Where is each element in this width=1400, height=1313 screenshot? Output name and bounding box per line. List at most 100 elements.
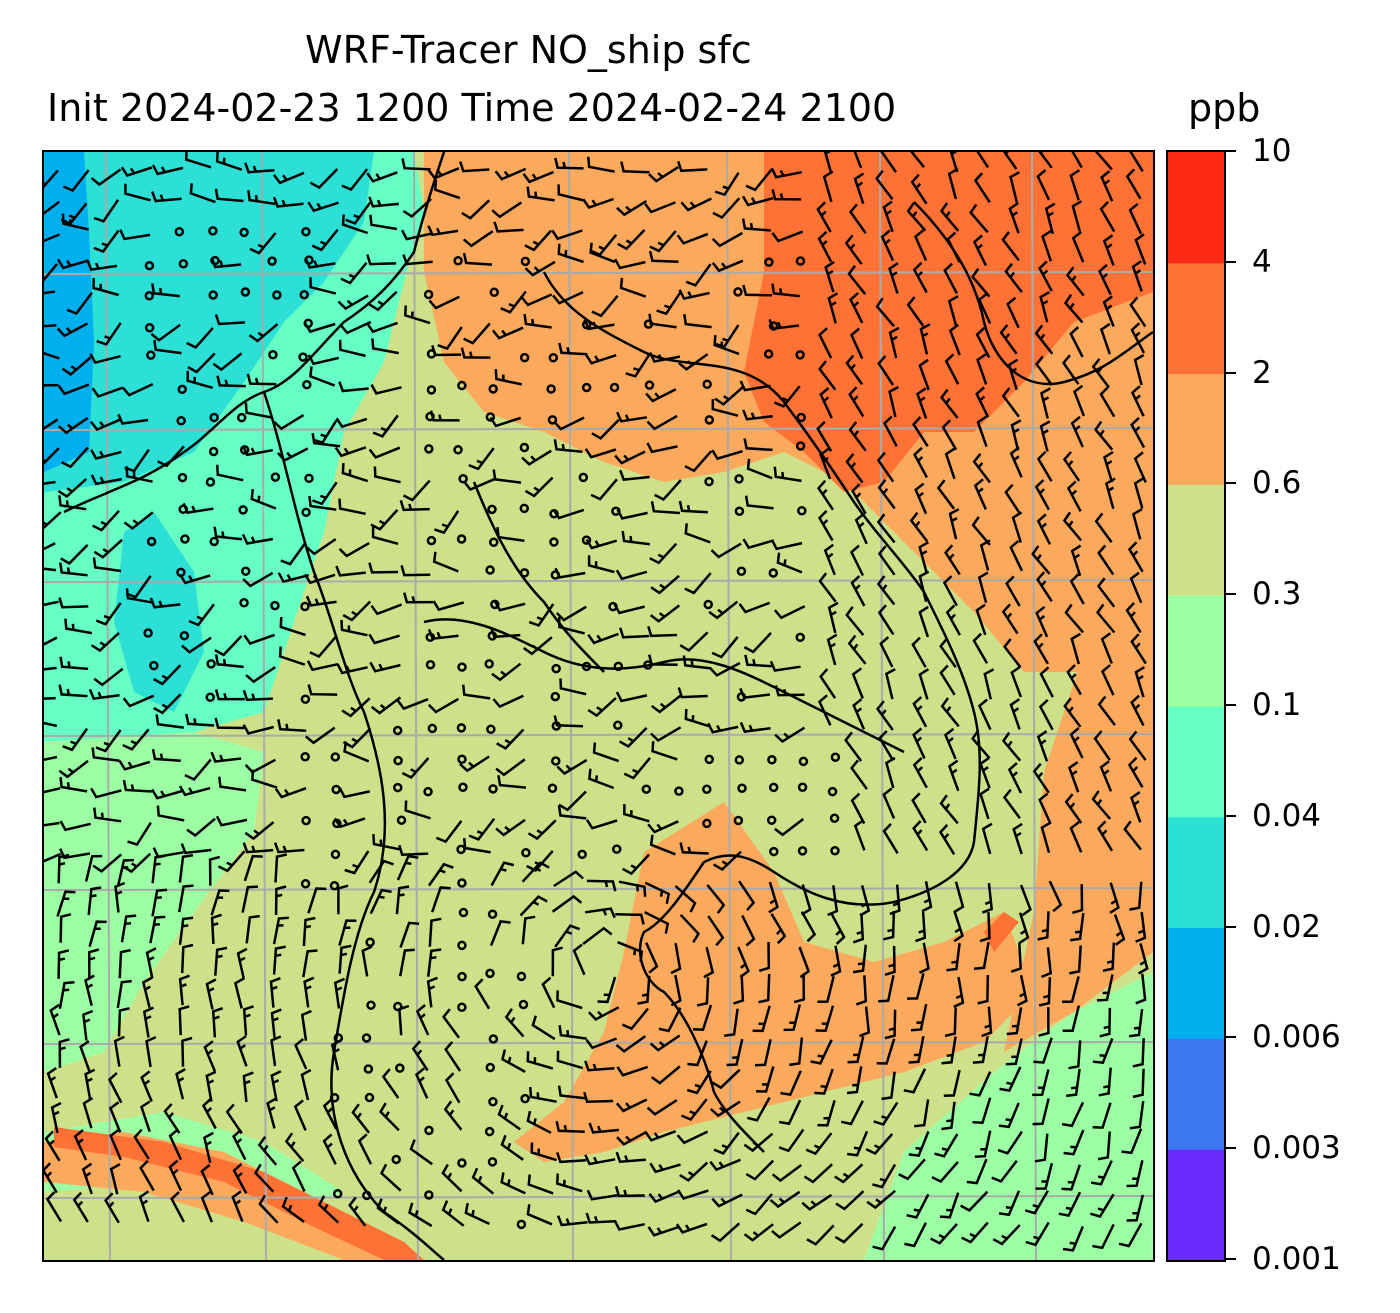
wind-barb — [587, 555, 615, 574]
wind-barb — [123, 511, 154, 530]
wind-barb — [1035, 605, 1049, 638]
calm-wind-marker — [300, 601, 310, 612]
wind-barb — [969, 1071, 992, 1097]
wind-barb — [338, 339, 366, 358]
calm-wind-marker — [581, 382, 592, 393]
wind-barb — [434, 510, 460, 535]
wind-barb — [1134, 665, 1146, 698]
wind-barb — [687, 1040, 708, 1067]
wind-barb — [1063, 294, 1084, 324]
wind-barb — [960, 1190, 989, 1212]
wind-barb — [402, 592, 433, 604]
wind-barb — [370, 603, 403, 616]
wind-barb — [153, 693, 182, 715]
calm-wind-marker — [520, 256, 531, 267]
wind-barb — [56, 322, 88, 338]
wind-barb — [522, 170, 555, 184]
wind-barb — [913, 446, 929, 479]
colorbar-tick — [1224, 593, 1236, 596]
wind-barb — [87, 886, 102, 916]
wind-barb — [210, 889, 230, 916]
wind-barb — [59, 776, 88, 793]
wind-barb — [855, 975, 868, 1006]
wind-barb — [709, 661, 741, 677]
wind-barb — [149, 597, 181, 609]
colorbar-tick — [1224, 1036, 1236, 1039]
wind-barb — [803, 1163, 833, 1184]
wind-barb — [372, 834, 400, 851]
calm-wind-marker — [240, 566, 251, 576]
wind-barb — [44, 324, 57, 328]
wind-barb — [916, 387, 928, 419]
wind-barb — [490, 861, 515, 887]
wind-barb — [948, 508, 960, 540]
wind-barb — [743, 1132, 774, 1153]
wind-barb — [644, 1130, 677, 1142]
wind-barb — [212, 352, 243, 372]
calm-wind-marker — [458, 907, 469, 918]
wind-barb — [617, 229, 646, 251]
colorbar-tick-label: 0.003 — [1252, 1130, 1341, 1167]
wind-barb — [155, 714, 184, 729]
wind-barb — [675, 1222, 708, 1234]
colorbar-tick-label: 0.1 — [1252, 687, 1302, 723]
calm-wind-marker — [519, 442, 530, 453]
wind-barb — [977, 974, 990, 1005]
wind-barb — [648, 250, 679, 264]
calm-wind-marker — [487, 909, 498, 919]
wind-barb — [151, 854, 166, 884]
wind-barb — [801, 884, 812, 916]
colorbar-segment — [1168, 595, 1224, 707]
calm-wind-marker — [702, 379, 712, 389]
wind-barb — [877, 479, 896, 510]
colorbar-tick — [1224, 1147, 1236, 1150]
wind-barb — [979, 539, 991, 571]
calm-wind-marker — [330, 752, 341, 762]
wind-barb — [168, 1128, 183, 1161]
wind-barb — [733, 974, 745, 1005]
wind-barb — [93, 229, 120, 254]
wind-barb — [949, 152, 959, 173]
wind-barb — [73, 1129, 88, 1161]
wind-barb — [117, 413, 149, 425]
wind-barb — [709, 1158, 741, 1172]
wind-barb — [908, 1131, 930, 1157]
wind-barb — [200, 1191, 214, 1223]
wind-barb — [1130, 385, 1145, 417]
calm-wind-marker — [209, 536, 219, 547]
wind-barb — [188, 603, 215, 627]
calm-wind-marker — [144, 260, 155, 271]
wind-barb — [113, 1035, 125, 1067]
colorbar-segment — [1168, 373, 1224, 485]
calm-wind-marker — [609, 382, 620, 393]
wind-barb — [1033, 633, 1049, 665]
wind-barb — [1069, 573, 1085, 605]
wind-barb — [139, 1160, 155, 1192]
wind-barb — [872, 1163, 897, 1189]
colorbar-segment — [1168, 152, 1224, 264]
wind-barb — [973, 941, 990, 970]
wind-barb — [648, 313, 677, 329]
wind-barb — [679, 842, 709, 855]
wind-barb — [1037, 911, 1050, 941]
wind-barb — [216, 375, 246, 388]
colorbar-tick-label: 2 — [1252, 354, 1272, 391]
wind-barb — [528, 603, 555, 627]
wind-barb — [559, 678, 587, 696]
wind-barb — [215, 464, 244, 482]
wind-barb — [307, 201, 339, 213]
wind-barb — [556, 990, 583, 1010]
wind-barb — [912, 757, 928, 789]
wind-barb — [826, 633, 838, 666]
wind-barb — [334, 446, 367, 458]
calm-wind-marker — [769, 846, 779, 857]
wind-barb — [58, 684, 88, 698]
wind-barb — [151, 164, 184, 176]
wind-barb — [257, 1135, 278, 1166]
wind-barb — [527, 819, 557, 841]
wind-barb — [1099, 1007, 1112, 1038]
wind-barb — [242, 1005, 255, 1036]
wind-barb — [245, 914, 260, 944]
calm-wind-marker — [484, 659, 494, 669]
wind-barb — [541, 976, 556, 1009]
